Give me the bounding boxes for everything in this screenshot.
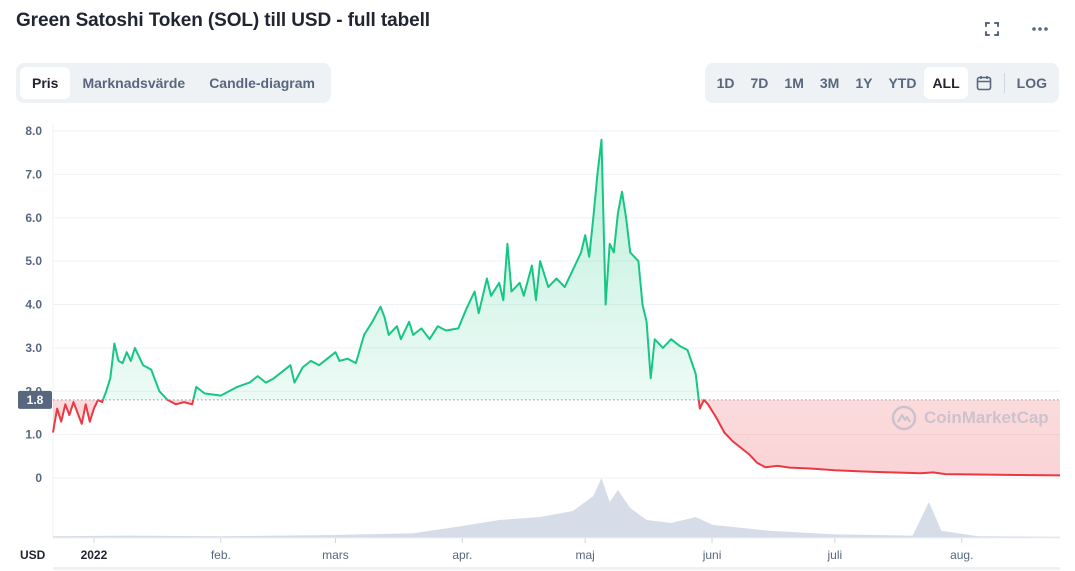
price-area-up (97, 139, 704, 400)
range-tabs: 1D 7D 1M 3M 1Y YTD ALL LOG (704, 63, 1059, 103)
range-3m[interactable]: 3M (819, 75, 840, 91)
more-icon[interactable] (1029, 18, 1051, 40)
tab-candle-diagram[interactable]: Candle-diagram (209, 75, 315, 91)
x-tick-label: mars (322, 548, 349, 562)
range-1d[interactable]: 1D (716, 75, 735, 91)
y-tick-label: 0 (35, 471, 42, 485)
x-tick-label: aug. (950, 548, 973, 562)
range-all[interactable]: ALL (924, 67, 968, 99)
price-chart: 01.02.03.04.05.06.07.08.01.82022feb.mars… (18, 123, 1061, 570)
price-area-down (53, 399, 1060, 476)
range-ytd[interactable]: YTD (888, 75, 917, 91)
tab-pris[interactable]: Pris (20, 67, 71, 99)
calendar-icon[interactable] (968, 67, 1000, 99)
chart-toolbar-icons (981, 18, 1051, 40)
coinmarketcap-watermark: CoinMarketCap (890, 404, 1049, 432)
chart-type-tabs: Pris Marknadsvärde Candle-diagram (16, 63, 331, 103)
coinmarketcap-logo-icon (891, 405, 917, 431)
page-title: Green Satoshi Token (SOL) till USD - ful… (16, 10, 430, 31)
y-tick-label: 4.0 (25, 298, 42, 312)
tab-marknadsvarde[interactable]: Marknadsvärde (82, 75, 186, 91)
log-scale-button[interactable]: LOG (1016, 75, 1047, 91)
x-tick-label: juli (827, 548, 843, 562)
volume-area (53, 478, 1060, 538)
watermark-text: CoinMarketCap (924, 408, 1049, 427)
currency-label: USD (20, 548, 46, 562)
x-tick-label: apr. (452, 548, 472, 562)
reference-label-bg (18, 390, 52, 409)
y-tick-label: 7.0 (25, 167, 42, 181)
y-tick-label: 8.0 (25, 124, 42, 138)
y-tick-label: 6.0 (25, 211, 42, 225)
toolbar-divider (1003, 73, 1005, 93)
y-tick-label: 5.0 (25, 254, 42, 268)
y-tick-label: 1.0 (25, 428, 42, 442)
range-1y[interactable]: 1Y (855, 75, 873, 91)
price-line-up (96, 138, 706, 400)
x-tick-label: 2022 (81, 548, 108, 562)
fullscreen-icon[interactable] (981, 18, 1003, 40)
range-1m[interactable]: 1M (784, 75, 804, 91)
x-tick-label: maj (575, 548, 594, 562)
reference-price-label: 1.8 (27, 393, 44, 407)
x-tick-label: juni (702, 548, 722, 562)
price-line-down (52, 399, 1061, 477)
range-scroll-strip (53, 567, 1060, 570)
x-tick-label: feb. (211, 548, 231, 562)
y-tick-label: 3.0 (25, 341, 42, 355)
range-7d[interactable]: 7D (750, 75, 769, 91)
